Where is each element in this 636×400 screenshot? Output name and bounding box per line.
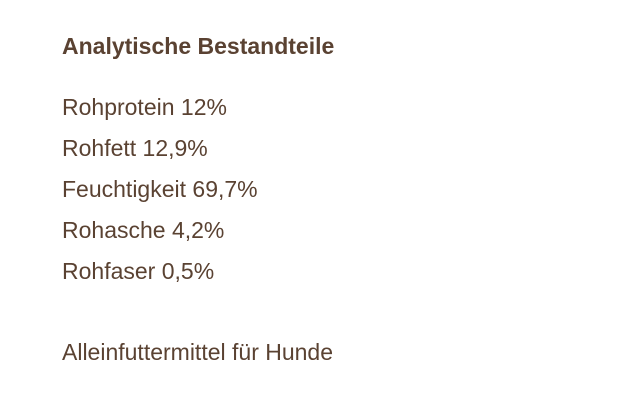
nutrient-item-crude-protein: Rohprotein 12%: [62, 94, 227, 120]
nutrient-item-crude-ash: Rohasche 4,2%: [62, 217, 225, 243]
section-heading: Analytische Bestandteile: [62, 33, 335, 59]
analytical-constituents-panel: Analytische Bestandteile Rohprotein 12% …: [62, 32, 616, 366]
nutrient-item-crude-fiber: Rohfaser 0,5%: [62, 258, 215, 284]
nutrient-item-crude-fat: Rohfett 12,9%: [62, 135, 208, 161]
complete-feed-note: Alleinfuttermittel für Hunde: [62, 339, 334, 365]
nutrient-list: Rohprotein 12% Rohfett 12,9% Feuchtigkei…: [62, 87, 616, 292]
nutrient-item-moisture: Feuchtigkeit 69,7%: [62, 176, 258, 202]
